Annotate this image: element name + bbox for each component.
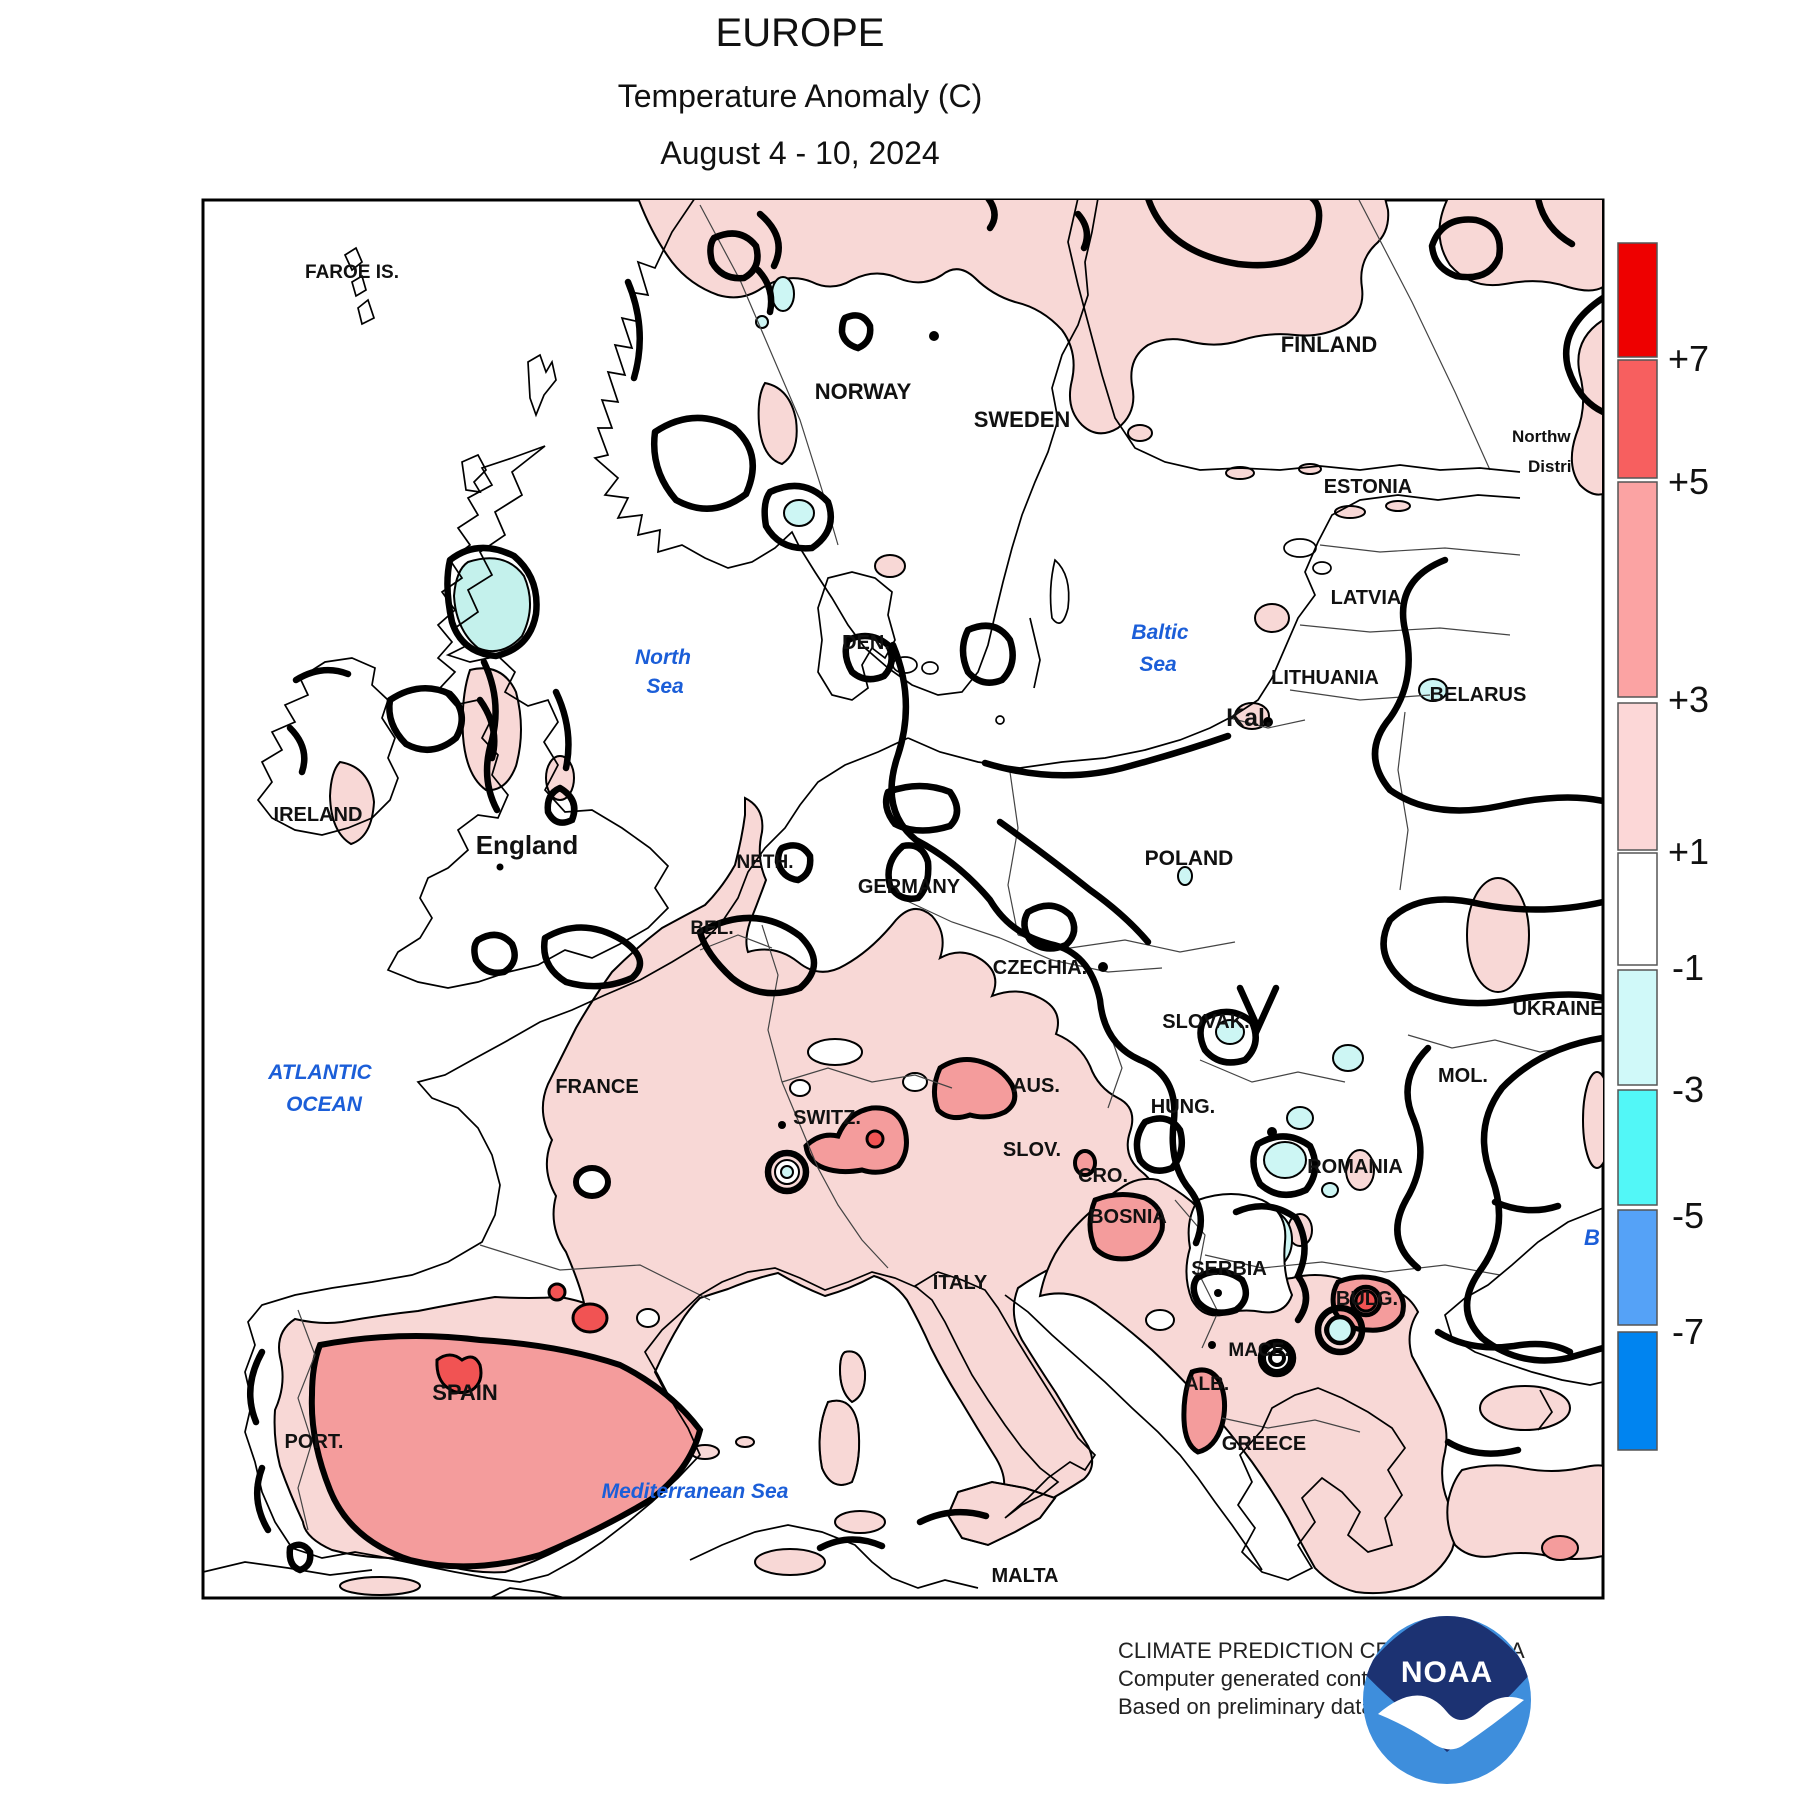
label-macedonia: MACE. xyxy=(1228,1340,1289,1361)
sea-label-ocean: OCEAN xyxy=(286,1093,363,1116)
legend-swatch-above-plus7 xyxy=(1617,242,1658,358)
label-spain: SPAIN xyxy=(432,1380,498,1405)
legend-colorbar xyxy=(1617,242,1658,1451)
label-serbia: SERBIA xyxy=(1191,1258,1267,1280)
legend-swatch-minus5-minus7 xyxy=(1617,1209,1658,1326)
label-slovenia: SLOV. xyxy=(1003,1139,1061,1161)
label-northwestern-clipped: Northw xyxy=(1512,427,1571,446)
attribution-line3: Based on preliminary data xyxy=(1118,1694,1374,1719)
legend-tick-plus7: +7 xyxy=(1668,338,1709,379)
label-france: FRANCE xyxy=(555,1076,638,1098)
sea-labels: North Sea Baltic Sea ATLANTIC OCEAN Medi… xyxy=(267,621,1600,1503)
label-malta: MALTA xyxy=(991,1565,1058,1587)
label-lithuania: LITHUANIA xyxy=(1271,667,1379,689)
sea-label-baltic-sea: Sea xyxy=(1139,653,1177,676)
legend-swatch-minus3-minus5 xyxy=(1617,1089,1658,1206)
label-croatia: CRO. xyxy=(1078,1165,1128,1187)
legend-tick-plus5: +5 xyxy=(1668,461,1709,502)
label-italy: ITALY xyxy=(933,1272,988,1294)
sea-label-atlantic: ATLANTIC xyxy=(267,1061,372,1084)
thick-contours xyxy=(247,200,1603,1574)
sea-label-black-sea-clipped: B xyxy=(1584,1225,1600,1250)
label-norway: NORWAY xyxy=(815,379,912,404)
contour-dots xyxy=(496,331,1277,1349)
legend-tick-minus5: -5 xyxy=(1672,1195,1704,1236)
label-hungary: HUNG. xyxy=(1151,1096,1215,1118)
label-ukraine: UKRAINE xyxy=(1512,998,1603,1020)
label-greece: GREECE xyxy=(1222,1433,1306,1455)
legend-ticks: +7 +5 +3 +1 -1 -3 -5 -7 xyxy=(1668,338,1709,1352)
label-finland: FINLAND xyxy=(1281,332,1378,357)
label-denmark: DEN. xyxy=(842,632,890,654)
label-england: England xyxy=(476,830,579,860)
legend-tick-minus3: -3 xyxy=(1672,1069,1704,1110)
label-belgium: BEL. xyxy=(690,918,733,939)
legend-swatch-plus5-plus7 xyxy=(1617,359,1658,479)
label-latvia: LATVIA xyxy=(1331,587,1402,609)
sea-label-baltic: Baltic xyxy=(1131,621,1189,644)
legend-swatch-minus1-minus3 xyxy=(1617,969,1658,1086)
legend-swatch-below-minus7 xyxy=(1617,1331,1658,1451)
title-daterange: August 4 - 10, 2024 xyxy=(660,135,939,171)
legend-swatch-plus3-plus5 xyxy=(1617,481,1658,698)
legend-tick-plus3: +3 xyxy=(1668,679,1709,720)
label-faroe-is: FAROE IS. xyxy=(305,262,399,283)
sea-label-north-sea: Sea xyxy=(646,675,684,698)
legend-tick-minus1: -1 xyxy=(1672,947,1704,988)
sea-label-north: North xyxy=(635,646,691,669)
sea-label-mediterranean: Mediterranean Sea xyxy=(602,1480,789,1503)
legend-swatch-minus1-plus1 xyxy=(1617,852,1658,966)
label-slovakia: SLOVAK. xyxy=(1162,1011,1249,1033)
noaa-logo: NOAA xyxy=(1363,1616,1531,1784)
label-estonia: ESTONIA xyxy=(1324,476,1413,498)
legend-tick-plus1: +1 xyxy=(1668,831,1709,872)
anomaly-fill-regions xyxy=(273,200,1603,1596)
label-belarus: BELARUS xyxy=(1430,684,1527,706)
label-bulgaria: BULG. xyxy=(1336,1288,1398,1310)
legend-tick-minus7: -7 xyxy=(1672,1311,1704,1352)
label-germany: GERMANY xyxy=(858,876,961,898)
label-austria: AUS. xyxy=(1012,1075,1060,1097)
noaa-logo-text: NOAA xyxy=(1401,1656,1493,1689)
label-sweden: SWEDEN xyxy=(974,407,1071,432)
label-poland: POLAND xyxy=(1145,847,1234,870)
label-portugal: PORT. xyxy=(285,1431,344,1453)
title-region: EUROPE xyxy=(716,11,885,55)
label-switzerland: SWITZ. xyxy=(793,1107,861,1129)
country-labels: FAROE IS. NORWAY SWEDEN FINLAND ESTONIA … xyxy=(274,262,1603,1587)
label-netherlands: NETH. xyxy=(737,852,794,873)
label-bosnia: BOSNIA xyxy=(1089,1206,1167,1228)
label-ireland: IRELAND xyxy=(274,804,363,826)
country-borders xyxy=(297,200,1583,1531)
label-moldova: MOL. xyxy=(1438,1065,1488,1087)
label-romania: ROMANIA xyxy=(1307,1156,1403,1178)
label-albania: ALB. xyxy=(1185,1374,1229,1395)
attribution-line2: Computer generated contours xyxy=(1118,1666,1410,1691)
title-variable: Temperature Anomaly (C) xyxy=(618,78,983,114)
label-district-clipped: Distri xyxy=(1528,457,1571,476)
legend-swatch-plus1-plus3 xyxy=(1617,702,1658,851)
label-czechia: CZECHIA. xyxy=(993,957,1087,979)
label-kaliningrad: Kal. xyxy=(1226,704,1272,732)
